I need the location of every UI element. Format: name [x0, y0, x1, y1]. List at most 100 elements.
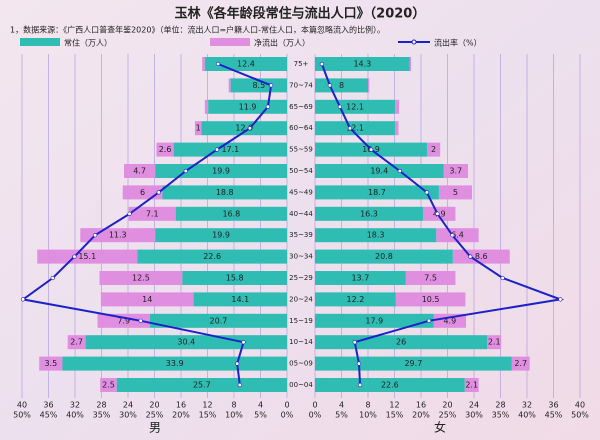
outflow-bar — [100, 378, 117, 392]
x2-tick-label: 20% — [412, 411, 430, 420]
outflow-bar — [395, 99, 400, 114]
resident-bar — [116, 378, 287, 392]
x-tick-label: 4 — [339, 401, 344, 410]
outflow-label: 3.5 — [44, 359, 57, 368]
resident-bar — [230, 78, 287, 93]
resident-label: 19.9 — [212, 167, 230, 176]
outflow-label: 15.1 — [78, 252, 96, 261]
resident-bar — [315, 164, 444, 178]
resident-bar — [173, 142, 287, 157]
category-label: 45~49 — [289, 188, 313, 196]
resident-label: 26 — [396, 338, 406, 347]
x-tick-label: 40 — [17, 401, 27, 410]
category-label: 70~74 — [289, 81, 313, 89]
outflow-label: 2.1 — [465, 381, 478, 390]
resident-bar — [162, 185, 287, 200]
rate-dot — [426, 318, 432, 323]
resident-bar — [155, 228, 287, 243]
outflow-bar — [97, 313, 150, 328]
legend-label: 净流出（万人） — [254, 38, 310, 48]
rate-dot — [235, 361, 240, 366]
legend-label: 常住（万人） — [64, 38, 112, 48]
rate-dot — [72, 254, 77, 259]
legend-swatch — [20, 38, 60, 46]
outflow-label: 4.7 — [133, 167, 146, 176]
category-label: 50~54 — [289, 167, 313, 175]
outflow-label: 7.1 — [146, 209, 159, 218]
rate-dot — [156, 190, 161, 195]
category-label: 15~19 — [289, 317, 313, 325]
x-tick-label: 20 — [149, 401, 159, 410]
side-label: 男 — [149, 421, 161, 435]
category-label: 60~64 — [289, 124, 313, 132]
chart-title: 玉林《各年龄段常住与流出人口》（2020） — [175, 6, 426, 22]
outflow-bar — [124, 164, 156, 178]
resident-label: 20.8 — [375, 252, 393, 261]
rate-dot — [435, 211, 440, 216]
rate-dot — [241, 340, 246, 345]
outflow-label: 14 — [142, 295, 152, 304]
x2-tick-label: 15% — [199, 411, 217, 420]
rate-dot — [265, 104, 271, 109]
outflow-bar — [405, 271, 456, 285]
outflow-bar — [464, 378, 479, 392]
rate-dot — [269, 83, 274, 88]
resident-bar — [315, 271, 406, 285]
resident-label: 22.6 — [381, 381, 399, 390]
rate-dot — [216, 61, 221, 67]
outflow-label: 6.4 — [451, 231, 464, 240]
resident-bar — [137, 249, 287, 264]
category-label: 65~69 — [289, 103, 313, 111]
resident-bar — [315, 206, 423, 221]
x2-tick-label: 45% — [545, 411, 563, 420]
resident-bar — [315, 185, 439, 200]
x2-tick-label: 30% — [465, 411, 483, 420]
x-tick-label: 12 — [202, 401, 212, 410]
resident-bar — [155, 164, 287, 178]
resident-label: 17.9 — [365, 316, 383, 325]
outflow-bar — [194, 121, 202, 136]
outflow-bar — [436, 228, 479, 243]
rate-dot — [127, 211, 132, 216]
resident-bar — [315, 121, 396, 136]
resident-bar — [315, 228, 437, 243]
x2-tick-label: 45% — [40, 411, 58, 420]
outflow-label: 8.6 — [475, 252, 488, 261]
outflow-label: 7.5 — [424, 274, 437, 283]
category-label: 00~04 — [289, 381, 313, 389]
resident-bar — [85, 335, 287, 350]
resident-label: 29.7 — [404, 359, 422, 368]
x2-tick-label: 0% — [309, 411, 322, 420]
outflow-label: 2.7 — [514, 359, 527, 368]
resident-bar — [208, 99, 287, 114]
outflow-bar — [511, 356, 530, 371]
outflow-label: 5 — [453, 188, 458, 197]
x2-tick-label: 5% — [335, 411, 348, 420]
resident-label: 25.7 — [193, 381, 211, 390]
resident-bar — [193, 292, 287, 307]
resident-bar — [149, 313, 287, 328]
resident-label: 16.3 — [360, 209, 378, 218]
resident-label: 8 — [339, 81, 344, 90]
rate-line — [20, 63, 273, 386]
category-label: 40~44 — [289, 210, 313, 218]
outflow-bar — [156, 142, 174, 157]
outflow-label: 6 — [140, 188, 145, 197]
resident-label: 19.9 — [212, 231, 230, 240]
outflow-label: 7.9 — [117, 316, 130, 325]
outflow-bar — [487, 335, 502, 350]
x-tick-label: 40 — [575, 401, 585, 410]
rate-dot — [237, 382, 242, 388]
rate-dot — [337, 104, 343, 109]
resident-label: 12.4 — [237, 60, 255, 69]
outflow-bar — [204, 99, 209, 114]
resident-bar — [315, 292, 396, 307]
resident-bar — [315, 249, 453, 264]
rate-dot — [500, 275, 505, 281]
x-tick-label: 28 — [96, 401, 106, 410]
outflow-bar — [395, 292, 466, 307]
outflow-label: 10.5 — [422, 295, 440, 304]
resident-label: 17.1 — [221, 145, 239, 154]
outflow-bar — [67, 335, 86, 350]
